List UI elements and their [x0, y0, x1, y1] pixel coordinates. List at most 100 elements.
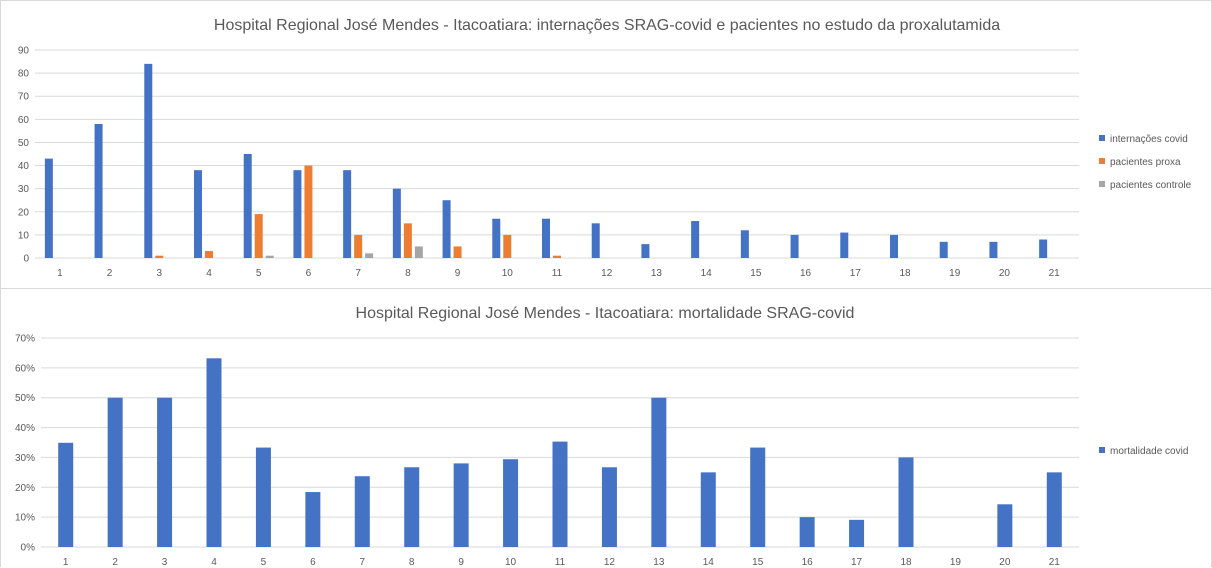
bar-internações-covid: [144, 63, 153, 258]
x-tick-label: 14: [701, 268, 713, 279]
x-tick-label: 10: [502, 268, 514, 279]
x-tick-label: 21: [1049, 268, 1061, 279]
chart-title: Hospital Regional José Mendes - Itacoati…: [214, 17, 1000, 34]
x-tick-label: 18: [899, 268, 911, 279]
x-tick-label: 15: [752, 557, 764, 568]
bar-pacientes-proxa: [254, 214, 263, 258]
x-tick-label: 13: [653, 557, 665, 568]
bar-mortalidade-covid: [1046, 472, 1062, 547]
bar-internações-covid: [740, 230, 749, 258]
x-tick-label: 6: [310, 557, 316, 568]
bar-mortalidade-covid: [453, 463, 469, 547]
x-tick-label: 11: [555, 557, 566, 568]
x-tick-label: 4: [211, 557, 217, 568]
chart-title: Hospital Regional José Mendes - Itacoati…: [356, 305, 855, 322]
bar-mortalidade-covid: [305, 492, 321, 547]
x-tick-label: 1: [63, 557, 69, 568]
bar-internações-covid: [392, 188, 401, 258]
bar-internações-covid: [94, 123, 103, 258]
x-tick-label: 20: [999, 268, 1011, 279]
x-tick-label: 4: [206, 268, 212, 279]
legend-label-pacientes-proxa: pacientes proxa: [1110, 157, 1181, 168]
x-tick-label: 16: [802, 557, 814, 568]
bar-internações-covid: [293, 170, 302, 258]
bar-mortalidade-covid: [997, 504, 1013, 547]
bar-pacientes-controle: [414, 246, 423, 258]
y-tick-label: 40: [18, 161, 30, 172]
y-tick-label: 50%: [15, 393, 35, 404]
bar-mortalidade-covid: [58, 442, 74, 547]
x-tick-label: 8: [409, 557, 415, 568]
x-tick-label: 2: [107, 268, 113, 279]
bar-mortalidade-covid: [157, 397, 173, 547]
y-tick-label: 80: [18, 69, 30, 80]
chart-panel-admissions: Hospital Regional José Mendes - Itacoati…: [0, 0, 1212, 289]
x-tick-label: 15: [750, 268, 762, 279]
bar-internações-covid: [890, 234, 898, 258]
x-tick-label: 9: [455, 268, 461, 279]
x-tick-label: 19: [949, 268, 961, 279]
bar-mortalidade-covid: [898, 457, 914, 547]
x-tick-label: 14: [703, 557, 715, 568]
bar-pacientes-proxa: [304, 165, 313, 258]
bar-mortalidade-covid: [107, 397, 123, 547]
x-tick-label: 17: [850, 268, 862, 279]
x-tick-label: 1: [57, 268, 63, 279]
bar-mortalidade-covid: [601, 467, 617, 547]
y-tick-label: 50: [18, 138, 30, 149]
x-tick-label: 3: [162, 557, 168, 568]
bar-pacientes-controle: [365, 253, 374, 258]
x-tick-label: 10: [505, 557, 517, 568]
legend-swatch-pacientes-proxa: [1099, 158, 1105, 164]
bar-mortalidade-covid: [552, 441, 568, 547]
y-tick-label: 40%: [15, 423, 35, 434]
bar-mortalidade-covid: [255, 447, 271, 547]
y-tick-label: 10: [18, 230, 30, 241]
x-tick-label: 2: [112, 557, 118, 568]
bar-mortalidade-covid: [354, 476, 370, 547]
bar-internações-covid: [243, 154, 252, 258]
bar-internações-covid: [492, 218, 501, 258]
bar-mortalidade-covid: [206, 358, 222, 547]
x-tick-label: 12: [604, 557, 616, 568]
legend-swatch-internacoes-covid: [1099, 135, 1105, 141]
x-tick-label: 5: [261, 557, 267, 568]
admissions-chart: Hospital Regional José Mendes - Itacoati…: [18, 17, 1192, 279]
bar-internações-covid: [790, 234, 799, 258]
x-tick-label: 11: [552, 268, 563, 279]
x-tick-label: 18: [900, 557, 912, 568]
x-tick-label: 7: [355, 268, 361, 279]
bar-internações-covid: [442, 200, 451, 258]
x-tick-label: 21: [1049, 557, 1061, 568]
y-tick-label: 70: [18, 92, 30, 103]
legend-swatch-pacientes-controle: [1099, 181, 1105, 187]
y-tick-label: 10%: [15, 513, 35, 524]
mortality-chart: Hospital Regional José Mendes - Itacoati…: [15, 305, 1188, 568]
bar-pacientes-proxa: [453, 246, 462, 258]
bar-internações-covid: [989, 241, 998, 258]
legend-label-internacoes-covid: internações covid: [1110, 134, 1188, 145]
bar-mortalidade-covid: [700, 472, 716, 547]
x-tick-label: 16: [800, 268, 812, 279]
bar-pacientes-proxa: [205, 251, 213, 258]
y-tick-label: 0%: [21, 543, 36, 554]
x-tick-label: 6: [306, 268, 312, 279]
y-tick-label: 60%: [15, 363, 35, 374]
x-tick-label: 17: [851, 557, 863, 568]
bar-mortalidade-covid: [799, 517, 815, 547]
bar-internações-covid: [939, 241, 948, 258]
bar-internações-covid: [343, 170, 352, 258]
bar-internações-covid: [44, 158, 53, 258]
bar-pacientes-proxa: [155, 255, 164, 258]
bar-mortalidade-covid: [651, 397, 667, 547]
bar-internações-covid: [641, 244, 650, 258]
legend-swatch-mortalidade-covid: [1099, 447, 1105, 453]
y-tick-label: 90: [18, 46, 30, 57]
y-tick-label: 20: [18, 207, 30, 218]
legend-label-mortalidade-covid: mortalidade covid: [1110, 446, 1188, 457]
bar-mortalidade-covid: [750, 447, 766, 547]
bar-internações-covid: [591, 223, 600, 258]
bar-internações-covid: [194, 170, 202, 258]
chart-panel-mortality: Hospital Regional José Mendes - Itacoati…: [0, 288, 1212, 568]
y-tick-label: 60: [18, 115, 30, 126]
